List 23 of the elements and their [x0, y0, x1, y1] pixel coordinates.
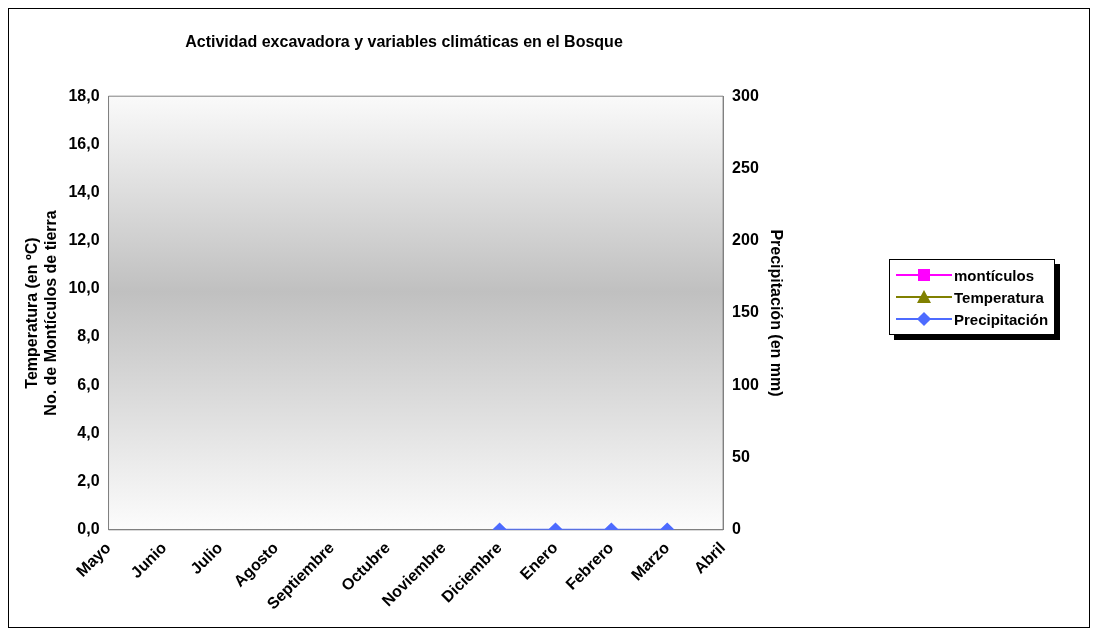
y-tick-label: 2,0 [77, 472, 100, 490]
chart-title: Actividad excavadora y variables climáticas en el Bosque [185, 33, 623, 51]
y-tick-label: 0,0 [77, 520, 100, 538]
y-tick-label: 14,0 [68, 182, 100, 200]
y-tick-label: 6,0 [77, 375, 100, 393]
y2-tick-label: 0 [732, 520, 742, 538]
legend-label: Temperatura [954, 288, 1044, 306]
y-tick-label: 18,0 [68, 86, 100, 104]
y-tick-label: 8,0 [77, 327, 100, 345]
legend-label: Precipitación [954, 310, 1049, 328]
y2-tick-label: 250 [732, 158, 759, 176]
y2-tick-label: 100 [732, 375, 759, 393]
y2-tick-label: 300 [732, 86, 759, 104]
legend-label: montículos [954, 266, 1035, 284]
y2-tick-label: 150 [732, 303, 759, 321]
y2-tick-label: 50 [732, 447, 750, 465]
y-tick-label: 16,0 [68, 134, 100, 152]
y-tick-label: 10,0 [68, 279, 100, 297]
y-tick-label: 12,0 [68, 231, 100, 249]
y2-tick-label: 200 [732, 231, 759, 249]
y-axis-title: Temperatura (en ºC) No. de Montículos de tierra [23, 210, 60, 416]
y2-axis-title: Precipitación (en mm) [767, 229, 785, 397]
y-tick-label: 4,0 [77, 423, 100, 441]
